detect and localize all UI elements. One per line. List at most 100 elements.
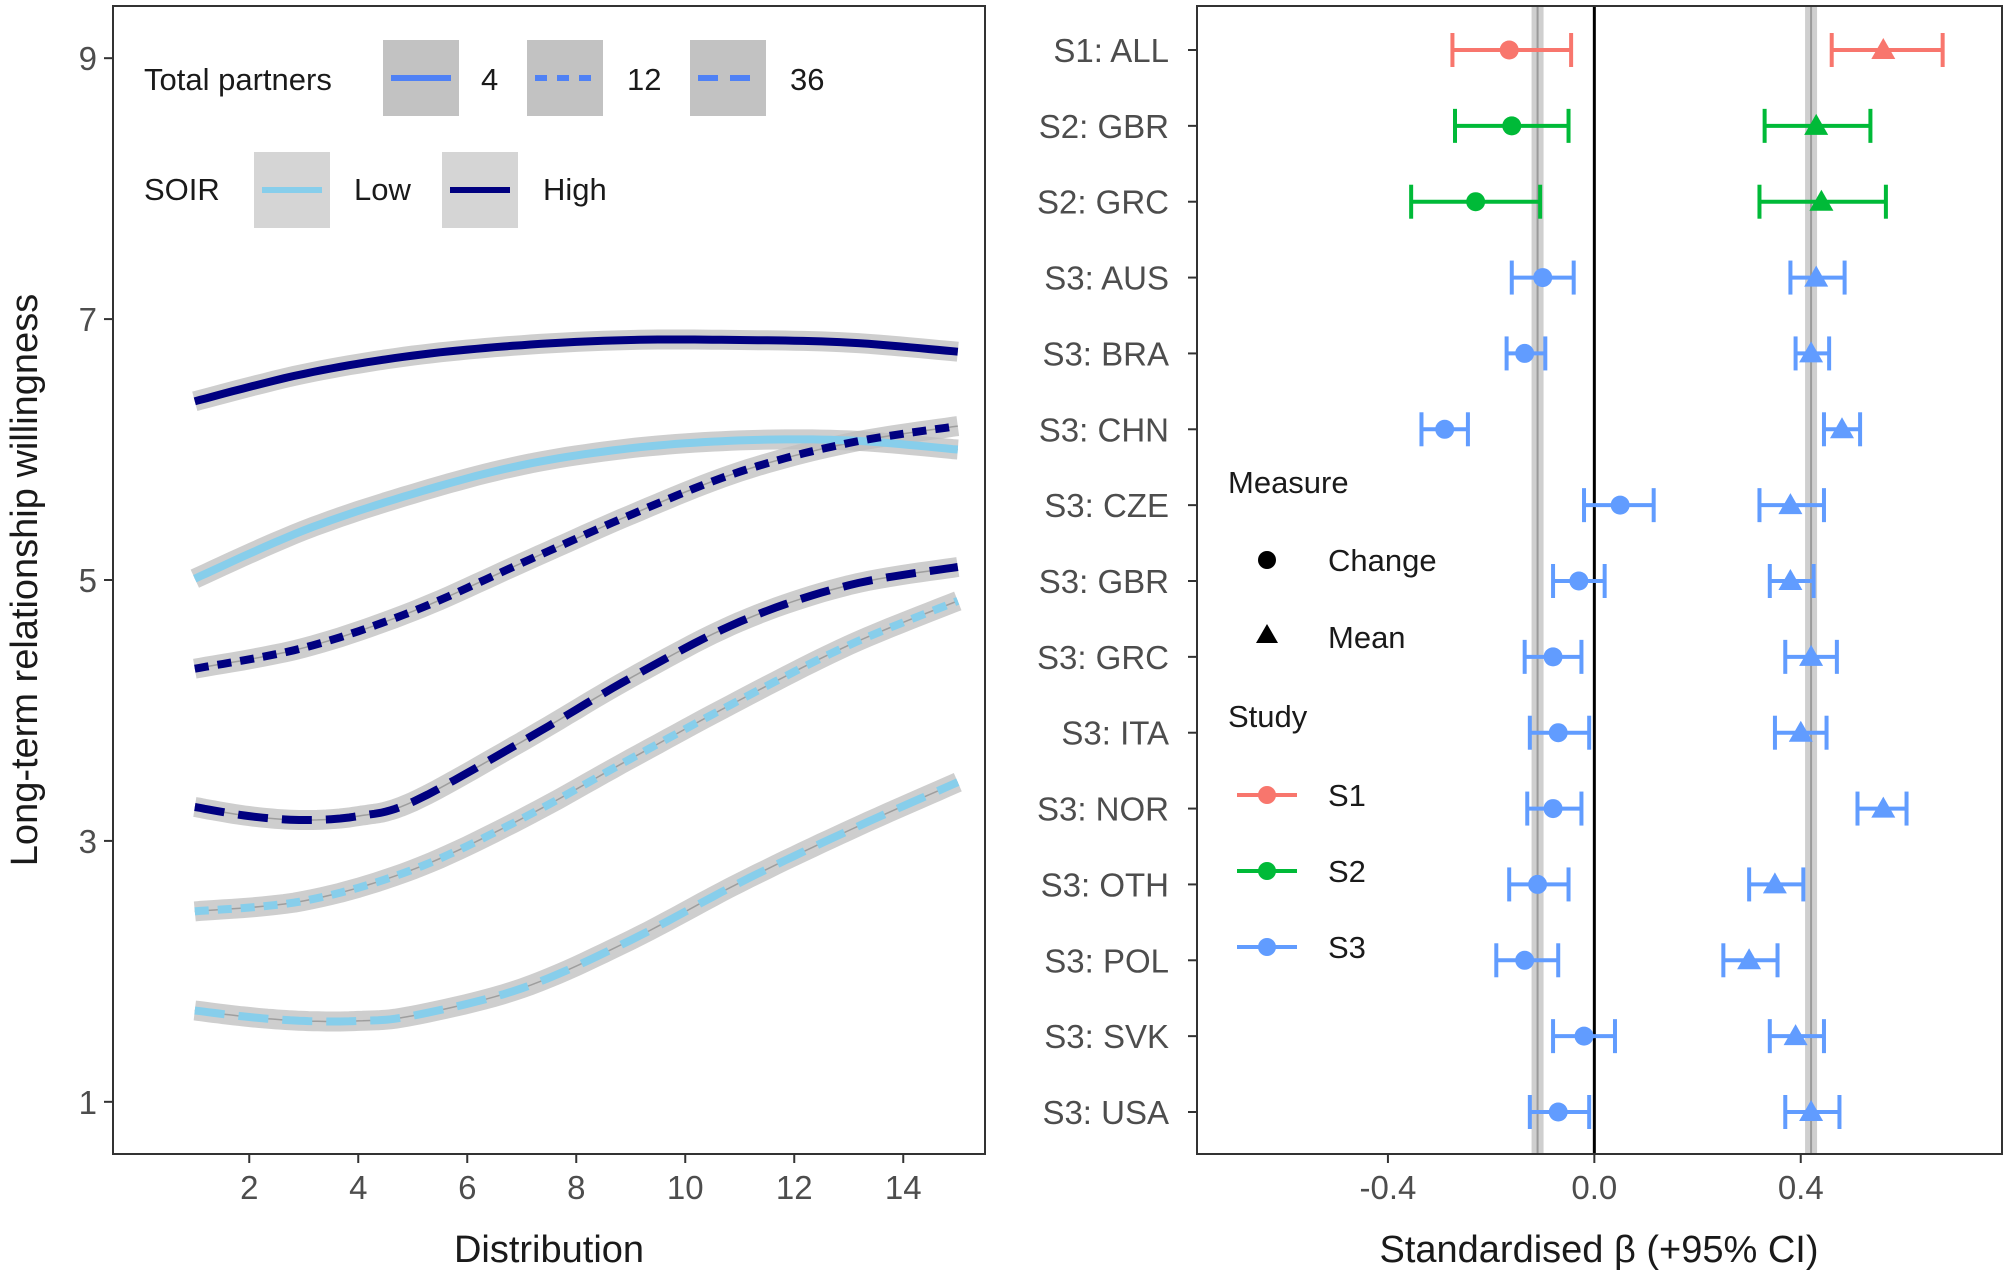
left-y-tick-label: 9 <box>79 40 97 77</box>
errorbar-change-s1-all <box>1450 33 1574 67</box>
left-panel-line-chart: 2 4 6 8 10 12 14 1 3 5 7 9 Distribution Long-term … <box>4 5 986 1271</box>
errorbar-mean-s3-pol <box>1721 943 1780 978</box>
measure-legend-key-mean <box>1256 624 1278 643</box>
point-change-s3-ita <box>1548 723 1568 743</box>
row-label-s3-svk: S3: SVK <box>1044 1018 1169 1055</box>
row-label-s1-all: S1: ALL <box>1053 32 1169 69</box>
soir-legend: SOIR Low High <box>144 152 607 228</box>
left-x-tick-label: 14 <box>885 1169 922 1206</box>
partners-legend-label-4: 4 <box>481 62 498 97</box>
right-x-tick-label: 0.0 <box>1571 1169 1617 1206</box>
soir-legend-title: SOIR <box>144 172 220 207</box>
errorbar-mean-s3-ita <box>1772 715 1829 750</box>
point-change-s1-all <box>1499 40 1519 60</box>
soir-legend-label-low: Low <box>354 172 411 207</box>
row-label-s3-grc: S3: GRC <box>1037 639 1169 676</box>
right-panel-forest-plot: S1: ALL S2: GBR S2: GRC S3: AUS S3: BRA S3: C… <box>1037 5 2003 1271</box>
study-legend-key-point-s3 <box>1258 938 1276 956</box>
errorbar-mean-s3-svk <box>1767 1019 1826 1054</box>
errorbar-mean-s3-oth <box>1747 867 1806 902</box>
point-change-s3-bra <box>1515 343 1535 363</box>
errorbar-change-s3-bra <box>1504 336 1548 371</box>
point-change-s3-svk <box>1574 1026 1594 1046</box>
series-line-low-soir-36-partners <box>194 778 960 1026</box>
errorbar-change-s3-gbr <box>1551 564 1607 598</box>
study-legend-label-s2: S2 <box>1328 854 1366 889</box>
point-mean-s3-usa <box>1799 1100 1824 1121</box>
errorbar-mean-s2-gbr <box>1762 108 1873 143</box>
errorbar-mean-s3-chn <box>1821 412 1863 447</box>
point-mean-s1-all <box>1871 38 1896 59</box>
point-mean-s3-cze <box>1778 493 1803 515</box>
point-mean-s3-gbr <box>1778 569 1803 590</box>
errorbar-mean-s3-usa <box>1783 1095 1842 1129</box>
left-x-tick-label: 4 <box>349 1169 367 1206</box>
row-label-s3-bra: S3: BRA <box>1042 335 1169 372</box>
point-mean-s2-grc <box>1809 189 1834 211</box>
study-legend-label-s3: S3 <box>1328 930 1366 965</box>
series-line-high-soir-4-partners <box>193 335 959 406</box>
errorbar-change-s3-usa <box>1527 1095 1592 1129</box>
series-line-low-soir-4-partners <box>193 435 959 583</box>
errorbar-change-s3-pol <box>1494 943 1561 978</box>
point-change-s3-gbr <box>1569 571 1589 591</box>
point-mean-s2-gbr <box>1804 113 1829 135</box>
measure-legend: Measure Change Mean <box>1228 465 1437 655</box>
study-legend: Study S1 S2 S3 <box>1228 699 1366 965</box>
point-mean-s3-nor <box>1871 796 1896 818</box>
point-mean-s3-ita <box>1788 720 1813 742</box>
left-x-tick-label: 6 <box>458 1169 476 1206</box>
measure-legend-label-mean: Mean <box>1328 620 1406 655</box>
right-x-tick-label: -0.4 <box>1359 1169 1416 1206</box>
ribbon-low-soir-4-partners <box>190 429 963 588</box>
point-change-s3-pol <box>1515 950 1535 970</box>
left-x-tick-label: 10 <box>667 1169 704 1206</box>
study-legend-label-s1: S1 <box>1328 778 1366 813</box>
series-line-high-soir-36-partners <box>194 563 959 824</box>
errorbar-change-s3-aus <box>1509 260 1576 295</box>
point-mean-s3-bra <box>1799 341 1824 363</box>
row-label-s3-gbr: S3: GBR <box>1039 563 1169 600</box>
point-mean-s3-grc <box>1799 644 1824 666</box>
errorbar-mean-s3-bra <box>1793 336 1832 371</box>
row-label-s3-oth: S3: OTH <box>1041 866 1169 903</box>
point-mean-s3-chn <box>1830 417 1854 439</box>
series-line-high-soir-12-partners <box>194 422 959 673</box>
row-label-s3-chn: S3: CHN <box>1039 411 1169 448</box>
left-x-axis-title: Distribution <box>454 1229 644 1271</box>
errorbar-mean-s3-grc <box>1783 639 1839 674</box>
point-change-s3-chn <box>1435 419 1455 439</box>
point-change-s3-grc <box>1543 647 1563 667</box>
errorbar-change-s3-nor <box>1525 791 1584 826</box>
row-label-s2-gbr: S2: GBR <box>1039 108 1169 145</box>
left-x-tick-label: 8 <box>567 1169 585 1206</box>
point-change-s3-nor <box>1543 799 1563 819</box>
row-label-s3-pol: S3: POL <box>1044 942 1169 979</box>
errorbar-change-s3-grc <box>1522 639 1584 674</box>
left-y-tick-label: 7 <box>79 301 97 338</box>
row-label-s3-usa: S3: USA <box>1042 1094 1169 1131</box>
point-mean-s3-oth <box>1762 872 1787 894</box>
row-label-s3-aus: S3: AUS <box>1044 260 1169 297</box>
left-y-axis-title: Long-term relationship willingness <box>4 294 46 866</box>
errorbar-change-s3-ita <box>1527 715 1592 750</box>
point-mean-s3-aus <box>1804 265 1829 287</box>
row-label-s2-grc: S2: GRC <box>1037 184 1169 221</box>
errorbar-change-s2-gbr <box>1453 108 1571 143</box>
measure-legend-key-change <box>1258 551 1276 569</box>
series-line-low-soir-12-partners <box>194 597 960 916</box>
point-mean-s3-svk <box>1783 1024 1808 1046</box>
partners-legend-label-12: 12 <box>627 62 661 97</box>
errorbar-change-s3-cze <box>1582 488 1656 523</box>
partners-legend-label-36: 36 <box>790 62 824 97</box>
errorbar-mean-s3-cze <box>1757 488 1826 523</box>
errorbar-change-s2-grc <box>1409 184 1543 219</box>
left-y-tick-label: 5 <box>79 562 97 599</box>
row-label-s3-cze: S3: CZE <box>1044 487 1169 524</box>
errorbar-mean-s3-aus <box>1788 260 1847 295</box>
errorbar-mean-s3-nor <box>1855 791 1909 826</box>
point-change-s3-cze <box>1610 495 1630 515</box>
errorbar-mean-s2-grc <box>1757 184 1888 219</box>
left-x-tick-label: 12 <box>776 1169 813 1206</box>
